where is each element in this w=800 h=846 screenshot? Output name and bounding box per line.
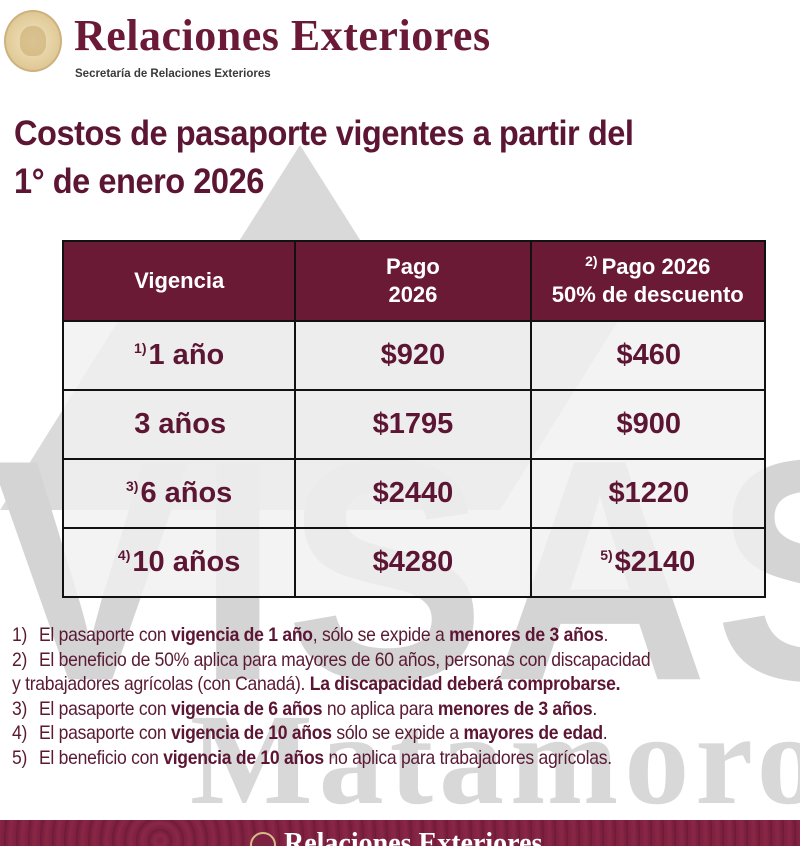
footnote-number: 3) bbox=[12, 697, 28, 720]
header-pago-line2: 2026 bbox=[388, 282, 438, 307]
footnote-2-continued: y trabajadores agrícolas (con Canadá). L… bbox=[12, 672, 723, 697]
note-text: no aplica para bbox=[322, 697, 438, 720]
note-bold-text: menores de 3 años bbox=[449, 624, 604, 646]
vigencia-value: 3 años bbox=[134, 408, 227, 440]
note-text: . bbox=[602, 722, 608, 744]
note-text: . bbox=[592, 697, 597, 720]
vigencia-value: 10 años bbox=[132, 546, 241, 578]
header-pago-line1: Pago bbox=[386, 254, 440, 279]
cell-vigencia: 1)1 año bbox=[61, 320, 297, 391]
note-text: El pasaporte con bbox=[39, 697, 172, 720]
brand-subtitle: Secretaría de Relaciones Exteriores bbox=[75, 68, 271, 80]
footnote-number: 2) bbox=[12, 648, 28, 671]
coat-of-arms-seal-icon bbox=[4, 10, 62, 72]
note-bold-text: La discapacidad deberá comprobarse. bbox=[309, 673, 621, 695]
footer-title: Relaciones Exteriores bbox=[284, 828, 543, 846]
note-text: El beneficio de 50% aplica para mayores … bbox=[39, 648, 651, 671]
cell-pago: $920 bbox=[294, 320, 532, 391]
cell-descuento: $1220 bbox=[529, 458, 767, 529]
note-bold-text: vigencia de 10 años bbox=[171, 722, 332, 744]
note-text: y trabajadores agrícolas (con Canadá). bbox=[12, 673, 310, 695]
note-bold-text: vigencia de 1 año bbox=[171, 624, 313, 646]
note-text: El beneficio con bbox=[39, 746, 164, 769]
footnote-number: 5) bbox=[12, 746, 28, 769]
header-vigencia: Vigencia bbox=[61, 240, 297, 322]
note-bold-text: menores de 3 años bbox=[437, 697, 593, 720]
cell-pago: $4280 bbox=[294, 527, 532, 598]
note-bold-text: mayores de edad bbox=[463, 722, 603, 744]
table-row: 3)6 años $2440 $1220 bbox=[61, 458, 767, 529]
descuento-value: $900 bbox=[616, 408, 682, 440]
vigencia-value: 1 año bbox=[148, 339, 225, 371]
note-text: El pasaporte con bbox=[39, 624, 172, 646]
footnote-marker: 4) bbox=[117, 547, 131, 564]
footnote-marker: 5) bbox=[600, 547, 613, 564]
cell-pago: $1795 bbox=[294, 389, 532, 460]
cell-descuento: $900 bbox=[529, 389, 767, 460]
footnotes-list: 1) El pasaporte con vigencia de 1 año, só… bbox=[12, 623, 800, 770]
footnote-marker: 1) bbox=[134, 340, 147, 357]
note-text: no aplica para trabajadores agrícolas. bbox=[323, 746, 613, 769]
cell-vigencia: 4)10 años bbox=[61, 527, 297, 598]
footnote-number: 1) bbox=[12, 624, 28, 646]
cell-vigencia: 3)6 años bbox=[61, 458, 297, 529]
brand-title: Relaciones Exteriores bbox=[74, 11, 491, 60]
footnote-marker: 3) bbox=[125, 478, 139, 495]
header: Relaciones Exteriores Secretaría de Rela… bbox=[0, 0, 800, 90]
passport-price-table: Vigencia Pago 2026 2) Pago 2026 50% de de… bbox=[61, 240, 767, 598]
cell-descuento: $460 bbox=[529, 320, 767, 391]
table-row: 4)10 años $4280 5)$2140 bbox=[61, 527, 767, 598]
footnote-1: 1) El pasaporte con vigencia de 1 año, só… bbox=[12, 623, 723, 648]
footnote-marker: 2) bbox=[585, 252, 598, 269]
footer-seal-icon bbox=[250, 832, 276, 846]
table-header-row: Vigencia Pago 2026 2) Pago 2026 50% de de… bbox=[61, 240, 767, 322]
note-text: . bbox=[603, 624, 609, 646]
vigencia-value: 6 años bbox=[140, 477, 233, 509]
header-descuento-line1: Pago 2026 bbox=[601, 254, 711, 279]
footnote-3: 3) El pasaporte con vigencia de 6 años no… bbox=[12, 697, 723, 722]
header-pago-descuento: 2) Pago 2026 50% de descuento bbox=[529, 240, 767, 322]
footnote-5: 5) El beneficio con vigencia de 10 años n… bbox=[12, 746, 723, 771]
note-text: , sólo se expide a bbox=[312, 624, 450, 646]
note-bold-text: vigencia de 10 años bbox=[163, 746, 324, 769]
footer-banner: Relaciones Exteriores bbox=[0, 820, 800, 846]
table-row: 3 años $1795 $900 bbox=[61, 389, 767, 460]
note-text: sólo se expide a bbox=[331, 722, 464, 744]
descuento-value: $1220 bbox=[608, 477, 690, 509]
header-vigencia-label: Vigencia bbox=[134, 268, 225, 293]
footnote-4: 4) El pasaporte con vigencia de 10 años s… bbox=[12, 721, 723, 746]
page-title: Costos de pasaporte vigentes a partir de… bbox=[14, 110, 634, 206]
note-text: El pasaporte con bbox=[39, 722, 172, 744]
footnote-number: 4) bbox=[12, 722, 28, 744]
cell-pago: $2440 bbox=[294, 458, 532, 529]
table-row: 1)1 año $920 $460 bbox=[61, 320, 767, 391]
descuento-value: $460 bbox=[616, 339, 682, 371]
cell-descuento: 5)$2140 bbox=[529, 527, 767, 598]
note-bold-text: vigencia de 6 años bbox=[171, 697, 323, 720]
cell-vigencia: 3 años bbox=[61, 389, 297, 460]
descuento-value: $2140 bbox=[614, 546, 696, 578]
header-descuento-line2: 50% de descuento bbox=[551, 282, 744, 307]
page-title-line2: 1° de enero 2026 bbox=[14, 162, 264, 201]
footnote-2: 2) El beneficio de 50% aplica para mayore… bbox=[12, 648, 723, 673]
header-pago-2026: Pago 2026 bbox=[294, 240, 532, 322]
page-title-line1: Costos de pasaporte vigentes a partir de… bbox=[14, 114, 634, 153]
